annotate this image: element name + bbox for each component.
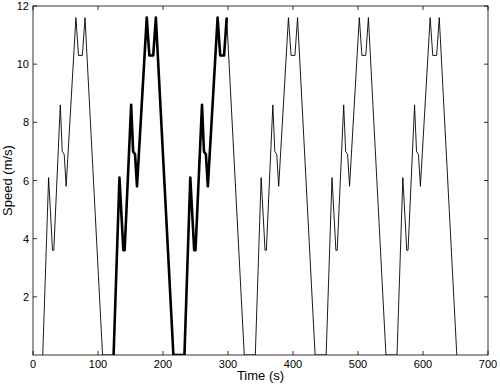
y-tick [33, 122, 37, 123]
y-tick-label: 8 [23, 116, 29, 128]
x-tick [423, 351, 424, 355]
x-tick [358, 351, 359, 355]
x-tick [488, 351, 489, 355]
x-tick-label: 200 [154, 358, 172, 370]
y-tick [484, 6, 488, 7]
y-tick [33, 64, 37, 65]
series-line [114, 18, 227, 355]
y-tick-label: 4 [23, 233, 29, 245]
x-tick [163, 6, 164, 10]
y-tick [484, 238, 488, 239]
x-tick-label: 0 [30, 358, 36, 370]
x-tick [488, 6, 489, 10]
x-tick [228, 351, 229, 355]
x-tick [98, 6, 99, 10]
x-tick-label: 700 [479, 358, 497, 370]
chart: 0 100 200 300 400 500 600 700 2 4 6 8 10 12 Time (s) Sp… [0, 0, 500, 385]
x-tick-label: 600 [414, 358, 432, 370]
x-tick [358, 6, 359, 10]
y-tick [33, 296, 37, 297]
y-axis-label: Speed (m/s) [0, 145, 15, 216]
y-tick [484, 296, 488, 297]
y-tick [33, 238, 37, 239]
x-tick [293, 351, 294, 355]
y-tick-label: 2 [23, 291, 29, 303]
y-tick-label: 6 [23, 175, 29, 187]
y-tick [33, 6, 37, 7]
x-tick [228, 6, 229, 10]
y-tick [33, 180, 37, 181]
x-tick-label: 400 [284, 358, 302, 370]
x-tick [98, 351, 99, 355]
plot-frame [33, 6, 488, 355]
series-line [43, 18, 457, 355]
x-tick-label: 500 [349, 358, 367, 370]
plot-area [33, 6, 488, 355]
y-tick [484, 180, 488, 181]
x-tick [163, 351, 164, 355]
x-tick [33, 351, 34, 355]
y-tick-label: 10 [17, 58, 29, 70]
y-tick-label: 12 [17, 0, 29, 12]
y-tick [484, 64, 488, 65]
x-axis-label: Time (s) [237, 368, 284, 383]
x-tick-label: 100 [89, 358, 107, 370]
y-tick [484, 122, 488, 123]
x-tick [293, 6, 294, 10]
series-group [43, 18, 457, 355]
x-tick [33, 6, 34, 10]
x-tick [423, 6, 424, 10]
x-tick-label: 300 [219, 358, 237, 370]
